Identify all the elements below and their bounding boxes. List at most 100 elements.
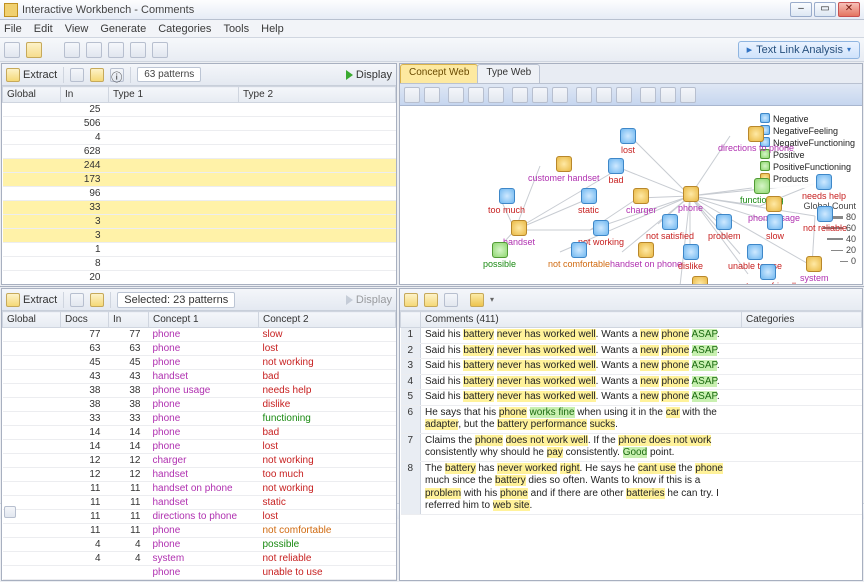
categorize-icon[interactable] xyxy=(90,68,104,82)
comment-row[interactable]: 2Said his battery never has worked well.… xyxy=(401,343,862,359)
menu-tools[interactable]: Tools xyxy=(223,23,249,35)
categorize-icon[interactable] xyxy=(90,293,104,307)
comment-row[interactable]: 6He says that his phone works fine when … xyxy=(401,405,862,433)
menu-view[interactable]: View xyxy=(65,23,89,35)
table-row[interactable]: 1111directions to phonelost xyxy=(3,510,396,524)
maximize-button[interactable]: ▭ xyxy=(814,2,836,17)
graph-node[interactable]: charger xyxy=(626,188,657,215)
layout2-icon[interactable] xyxy=(596,87,612,103)
info-icon[interactable]: ⓘ xyxy=(110,68,124,82)
col-global[interactable]: Global xyxy=(3,312,61,328)
col-in[interactable]: In xyxy=(109,312,149,328)
menu-help[interactable]: Help xyxy=(261,23,284,35)
table-row[interactable]: 1414phonelost xyxy=(3,440,396,454)
graph-node[interactable]: bad xyxy=(608,158,624,185)
graph-node[interactable]: not reliable xyxy=(803,206,847,233)
select-icon[interactable] xyxy=(512,87,528,103)
graph-node[interactable]: lost xyxy=(620,128,636,155)
table-row[interactable]: 1212handsettoo much xyxy=(3,468,396,482)
settings-icon[interactable] xyxy=(660,87,676,103)
layout1-icon[interactable] xyxy=(576,87,592,103)
table-row[interactable]: 25 xyxy=(3,103,396,117)
table-row[interactable]: 7777phoneslow xyxy=(3,328,396,342)
table-row[interactable]: 1414phonebad xyxy=(3,426,396,440)
display-button[interactable]: Display xyxy=(346,69,392,81)
graph-node[interactable]: slow xyxy=(766,214,784,241)
tab-type-web[interactable]: Type Web xyxy=(477,64,540,83)
graph-node[interactable]: static xyxy=(578,188,599,215)
graph-node[interactable]: handset buttons xyxy=(668,276,732,285)
menu-file[interactable]: File xyxy=(4,23,22,35)
table-row[interactable]: 44systemnot reliable xyxy=(3,552,396,566)
graph-node[interactable]: customer handset xyxy=(528,156,600,183)
table-row[interactable]: 3 xyxy=(3,229,396,243)
table-row[interactable]: 1111phonenot comfortable xyxy=(3,524,396,538)
table-row[interactable]: 4343handsetbad xyxy=(3,370,396,384)
undo-icon[interactable] xyxy=(130,42,146,58)
pointer-icon[interactable] xyxy=(424,87,440,103)
paste-icon[interactable] xyxy=(108,42,124,58)
graph-node[interactable]: phone xyxy=(678,186,703,213)
extract-icon[interactable] xyxy=(6,68,20,82)
graph-node[interactable]: directions to phone xyxy=(718,126,794,153)
tool-icon[interactable] xyxy=(26,42,42,58)
graph-node[interactable]: dislike xyxy=(678,244,703,271)
table-row[interactable]: 8 xyxy=(3,257,396,271)
table-row[interactable]: 4 xyxy=(3,131,396,145)
concept-web-graph[interactable]: Negative NegativeFeeling NegativeFunctio… xyxy=(400,106,862,284)
comment-row[interactable]: 5Said his battery never has worked well.… xyxy=(401,390,862,406)
cut-icon[interactable] xyxy=(64,42,80,58)
tab-concept-web[interactable]: Concept Web xyxy=(400,64,478,83)
menu-categories[interactable]: Categories xyxy=(158,23,211,35)
comment-row[interactable]: 8The battery has never worked right. He … xyxy=(401,461,862,514)
redo-icon[interactable] xyxy=(152,42,168,58)
table-row[interactable]: 1 xyxy=(3,243,396,257)
table-row[interactable]: 33 xyxy=(3,201,396,215)
col-type1[interactable]: Type 1 xyxy=(109,87,239,103)
edit-icon[interactable] xyxy=(404,87,420,103)
minimize-button[interactable]: – xyxy=(790,2,812,17)
graph-node[interactable]: possible xyxy=(483,242,516,269)
filter-icon[interactable] xyxy=(70,293,84,307)
graph-node[interactable]: handset on phone xyxy=(610,242,682,269)
comment-row[interactable]: 1Said his battery never has worked well.… xyxy=(401,328,862,344)
comment-row[interactable]: 3Said his battery never has worked well.… xyxy=(401,359,862,375)
copy-icon[interactable] xyxy=(86,42,102,58)
close-button[interactable]: ✕ xyxy=(838,2,860,17)
zoom-icon[interactable] xyxy=(532,87,548,103)
table-row[interactable]: 244 xyxy=(3,159,396,173)
table-row[interactable]: 3333phonefunctioning xyxy=(3,412,396,426)
graph-node[interactable]: not comfortable xyxy=(548,242,610,269)
reset-icon[interactable] xyxy=(488,87,504,103)
table-row[interactable]: 44phonepossible xyxy=(3,538,396,552)
col-num[interactable] xyxy=(401,312,421,328)
table-row[interactable]: 20 xyxy=(3,271,396,285)
filter-icon[interactable] xyxy=(70,68,84,82)
comment-row[interactable]: 7Claims the phone does not work well. If… xyxy=(401,433,862,461)
save-icon[interactable] xyxy=(448,87,464,103)
graph-node[interactable]: not user-friendly xyxy=(736,264,801,285)
legend-icon[interactable] xyxy=(640,87,656,103)
graph-node[interactable]: problem xyxy=(708,214,741,241)
table-row[interactable]: 3838phonedislike xyxy=(3,398,396,412)
table-row[interactable]: 506 xyxy=(3,117,396,131)
selected-table[interactable]: Global Docs In Concept 1 Concept 2 7777p… xyxy=(2,311,396,580)
highlight-icon[interactable] xyxy=(470,293,484,307)
table-row[interactable]: 6363phonelost xyxy=(3,342,396,356)
col-concept2[interactable]: Concept 2 xyxy=(259,312,396,328)
table-row[interactable]: 3838phone usageneeds help xyxy=(3,384,396,398)
export-icon[interactable] xyxy=(680,87,696,103)
comments-table[interactable]: Comments (411) Categories 1Said his batt… xyxy=(400,311,862,515)
table-row[interactable]: 3 xyxy=(3,215,396,229)
extract-icon[interactable] xyxy=(6,293,20,307)
col-concept1[interactable]: Concept 1 xyxy=(149,312,259,328)
table-row[interactable]: 1212chargernot working xyxy=(3,454,396,468)
menu-generate[interactable]: Generate xyxy=(100,23,146,35)
lock2-icon[interactable] xyxy=(424,293,438,307)
nav-back-icon[interactable] xyxy=(4,42,20,58)
graph-node[interactable]: system xyxy=(800,256,829,283)
extract-label[interactable]: Extract xyxy=(23,69,57,81)
col-global[interactable]: Global xyxy=(3,87,61,103)
table-row[interactable]: 96 xyxy=(3,187,396,201)
table-row[interactable]: phoneunable to use xyxy=(3,566,396,580)
